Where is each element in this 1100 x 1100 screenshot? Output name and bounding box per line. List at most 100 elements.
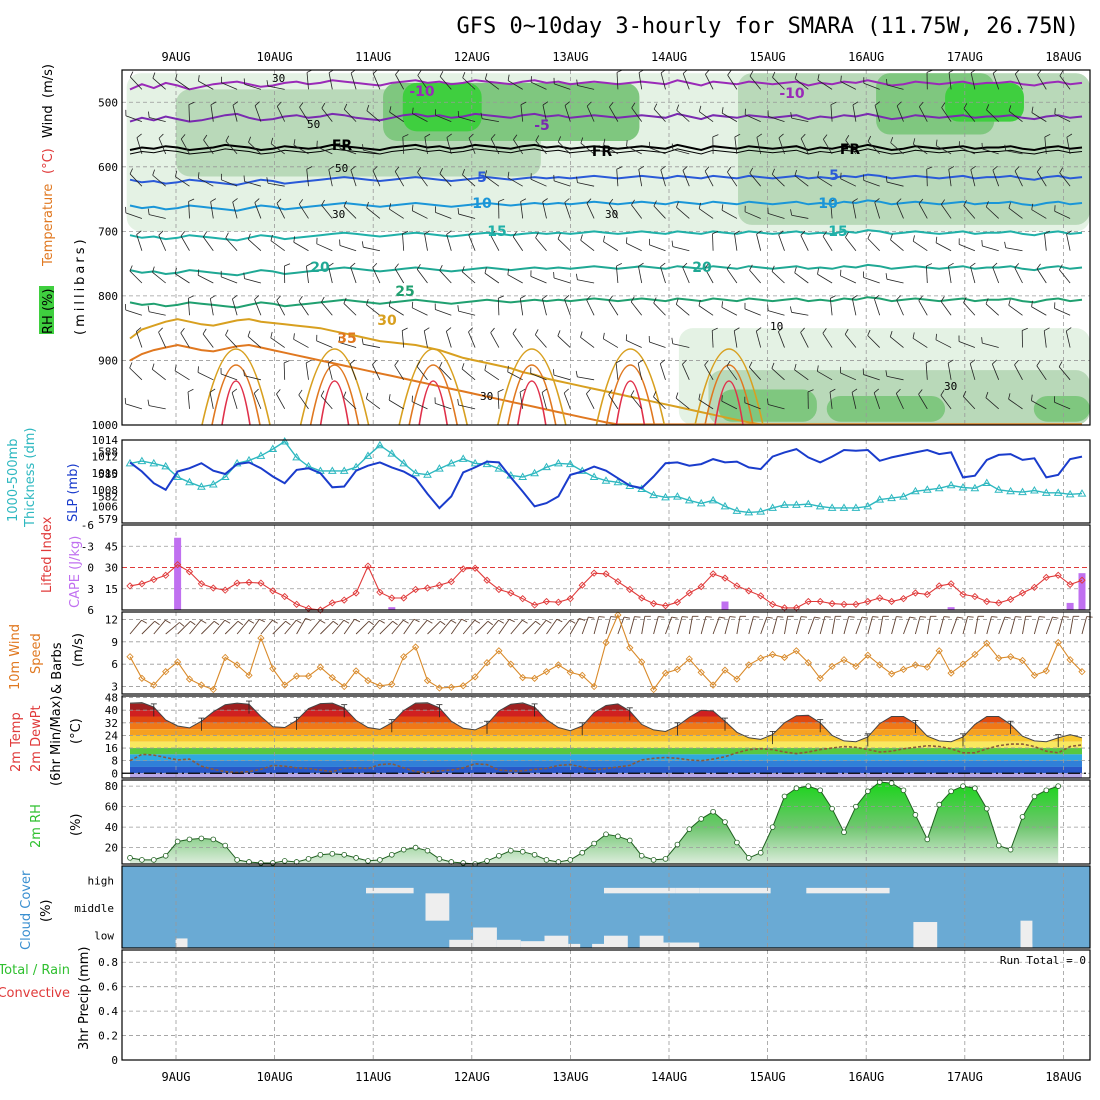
rh-shading [718,389,817,422]
wind-barb [817,176,833,187]
wind-barb-flag [321,199,325,206]
wind-barb-flag [830,295,836,299]
wind-barb [439,367,452,381]
rh-point [341,851,348,858]
rh-point [912,812,919,818]
wind-barb [203,139,214,155]
wind-barb [541,298,547,316]
isotherm-label: 25 [395,284,414,300]
wind-barb [778,331,785,348]
wind-speed-point [364,676,372,685]
surface-wind-barb [546,618,558,635]
lifted-index-point [126,582,134,590]
wind-barb [675,397,690,410]
wind-barb-flag [480,112,483,119]
wind-barb-flag [992,262,998,268]
wind-barb-flag [136,133,142,138]
wind-barb [152,174,166,187]
wind-barb-flag [253,388,259,394]
wind10m-speed-label: Speed [29,633,44,674]
wind-speed-point [995,654,1003,662]
wind-barb-flag [129,71,134,78]
wind-barb-flag [1066,133,1073,138]
wind-barb [791,214,809,219]
bottom-date-label: 14AUG [651,1070,687,1084]
lifted-index-point [388,594,396,602]
wind-barb [316,146,333,155]
isotherm-lobe [704,364,754,425]
isotherm-line [129,296,1083,309]
wind-barb [298,394,309,410]
wind-barb-flag [970,70,976,74]
thickness-point [554,458,563,467]
li-tick-label: 0 [87,562,94,575]
wind-barb [982,245,999,252]
surface-wind-barb [534,619,547,635]
wind-barb [660,72,666,90]
wind-unit-label: (m/s) [41,64,56,98]
wind-barb [557,141,571,155]
wind-speed-point [947,669,955,677]
wind-barb [148,405,166,410]
wind-barb [749,269,762,284]
wind-barb [970,169,976,187]
wind-barb [412,307,428,316]
rh-point [864,788,871,795]
wind-barb [298,203,309,219]
wind-barb [918,300,928,316]
wind-barb-flag [1066,327,1072,332]
wind-barb-flag [276,389,281,395]
lifted-index-point [947,580,955,588]
wind-barb-flag [580,331,583,338]
wind-barb-flag [767,304,769,311]
wind-speed-point [138,674,146,682]
wind-barb [867,141,880,155]
top-date-label: 17AUG [947,50,983,64]
wind-barb-flag [794,266,797,273]
wind10m-label: 10m Wind [8,624,23,690]
wind-barb-flag [321,296,325,303]
wind-speed-point [269,665,277,673]
isotherm-label: 20 [692,260,712,276]
lifted-index-point [602,570,610,578]
wind-barb [366,110,381,122]
wind-barb [542,104,547,122]
rh-contour-label: 30 [944,380,957,393]
rh-point [710,808,716,815]
wind-barb [363,149,380,155]
lifted-index-point [173,561,182,569]
rh-point [948,788,954,795]
wind-barb-flag [1008,105,1012,112]
isotherm-lobe [299,348,370,425]
wind-barb [609,106,619,122]
wind-barb-flag [365,392,369,399]
thickness-tick-label: 582 [98,491,118,504]
surface-wind-barb-flag [729,616,736,618]
thickness-point [1065,489,1075,498]
wind-barb [986,109,999,122]
wind-speed-point [507,660,515,668]
wind-barb-flag [270,331,273,338]
wind-barb-flag [698,202,701,209]
wind-barb [339,342,357,348]
thickness-point [327,466,337,474]
wind-barb [711,330,714,348]
wind-barb-flag [586,388,591,394]
wind-barb-flag [851,388,858,393]
wind-speed-point [626,644,634,652]
wind-barb [948,169,952,187]
rh-point [829,805,835,812]
wind-barb [772,77,785,90]
wind-barb [626,242,642,252]
wind-barb [553,374,571,381]
wind-barb-flag [129,265,133,272]
lifted-index-point [162,571,170,579]
wind-barb-flag [187,388,194,393]
wind-barb [244,278,262,284]
wind10m-panel: 12 9 6 3 [105,611,1093,695]
wind-barb [1059,75,1071,90]
wind-barb-flag [417,70,422,76]
wind-barb [197,372,214,381]
wind-barb [1043,330,1047,348]
thickness-point [482,459,492,468]
